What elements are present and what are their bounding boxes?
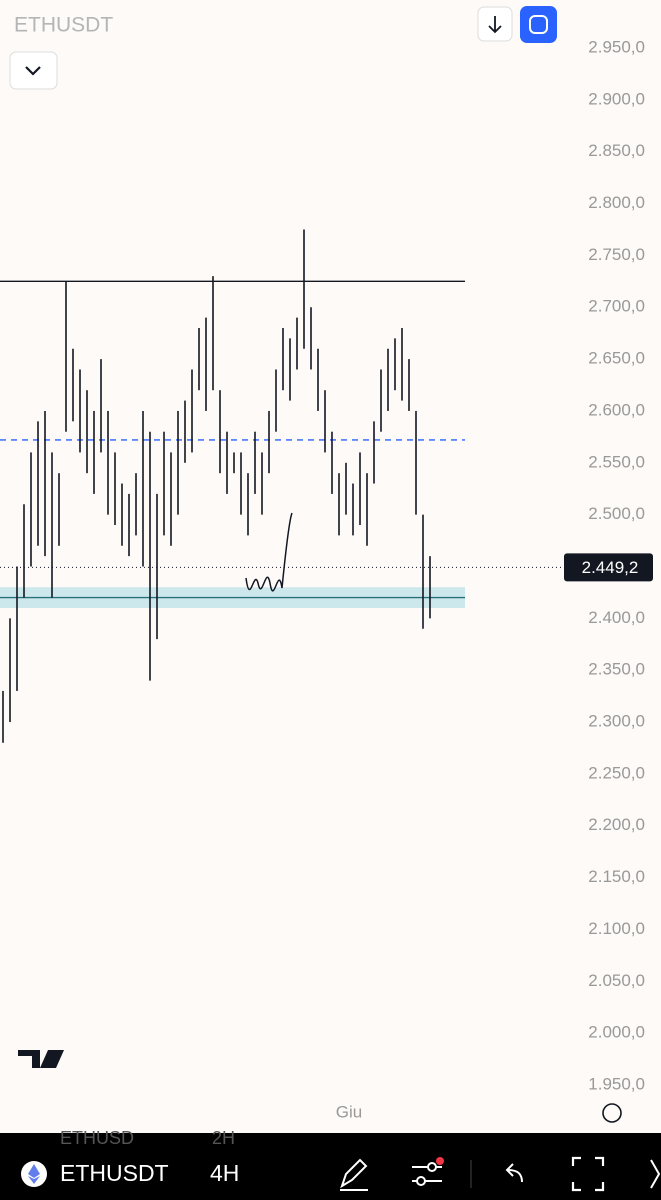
ghost-symbol: ETHUSD [60, 1128, 134, 1148]
more-icon[interactable] [650, 1159, 661, 1189]
y-tick-label: 2.050,0 [588, 971, 645, 990]
y-tick-label: 2.700,0 [588, 297, 645, 316]
y-tick-label: 2.950,0 [588, 37, 645, 56]
y-tick-label: 2.150,0 [588, 867, 645, 886]
ghost-interval: 2H [212, 1128, 235, 1148]
bottom-bar [0, 1133, 661, 1200]
y-tick-label: 2.000,0 [588, 1023, 645, 1042]
y-tick-label: 1.950,0 [588, 1074, 645, 1093]
price-tag [564, 553, 653, 582]
fullscreen-icon [529, 15, 548, 34]
indicator-knob [416, 1176, 426, 1186]
download-icon [488, 16, 502, 34]
y-tick-label: 2.200,0 [588, 815, 645, 834]
y-tick-label: 2.550,0 [588, 452, 645, 471]
y-tick-label: 2.400,0 [588, 608, 645, 627]
settings-icon[interactable] [602, 1103, 622, 1123]
bottom-interval[interactable]: 4H [210, 1160, 239, 1186]
y-tick-label: 2.100,0 [588, 919, 645, 938]
y-tick-label: 2.750,0 [588, 245, 645, 264]
notification-dot [436, 1157, 444, 1165]
draw-icon[interactable] [340, 1158, 368, 1191]
eth-logo [28, 1164, 40, 1184]
y-tick-label: 2.300,0 [588, 712, 645, 731]
y-tick-label: 2.350,0 [588, 660, 645, 679]
y-tick-label: 2.850,0 [588, 141, 645, 160]
hand-drawing [245, 512, 293, 592]
y-tick-label: 2.600,0 [588, 400, 645, 419]
chevron-icon [25, 66, 41, 76]
y-tick-label: 2.650,0 [588, 349, 645, 368]
y-tick-label: 2.900,0 [588, 89, 645, 108]
tv-logo [18, 1050, 64, 1068]
y-tick-label: 2.250,0 [588, 763, 645, 782]
fullscreen-icon[interactable] [571, 1156, 605, 1192]
x-tick-label: Giu [336, 1102, 362, 1121]
price-tag-label: 2.449,2 [582, 558, 639, 577]
undo-icon[interactable] [505, 1163, 523, 1183]
fullscreen-button[interactable] [520, 6, 557, 43]
y-tick-label: 2.800,0 [588, 193, 645, 212]
collapse-button[interactable] [9, 51, 58, 90]
y-tick-label: 2.500,0 [588, 504, 645, 523]
symbol-title: ETHUSDT [14, 14, 113, 37]
bottom-symbol[interactable]: ETHUSDT [60, 1160, 169, 1186]
indicator-knob [427, 1162, 437, 1172]
